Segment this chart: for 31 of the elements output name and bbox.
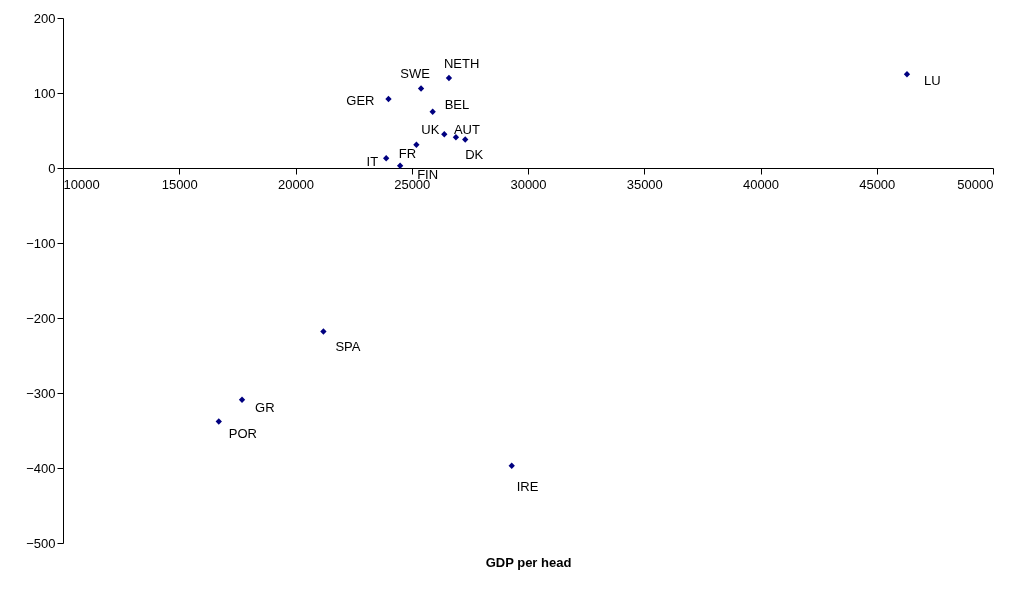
y-tick-label: 0 bbox=[48, 160, 56, 176]
x-axis-title: GDP per head bbox=[485, 554, 572, 570]
y-tick-label: −100 bbox=[26, 235, 56, 251]
x-tick-label: 40000 bbox=[742, 176, 780, 192]
y-tick-label: −200 bbox=[26, 310, 56, 326]
y-tick-label: −500 bbox=[26, 535, 56, 551]
annotation: AUT bbox=[453, 122, 480, 138]
x-tick-label: 50000 bbox=[957, 176, 994, 192]
annotation: SPA bbox=[335, 338, 361, 354]
annotation: IT bbox=[366, 154, 379, 170]
y-tick-label: −300 bbox=[26, 385, 56, 401]
x-tick-label: 45000 bbox=[859, 176, 896, 192]
annotation: BEL bbox=[444, 96, 470, 112]
annotation: IRE bbox=[516, 478, 539, 494]
y-tick-label: 100 bbox=[33, 85, 56, 101]
annotation: FR bbox=[398, 145, 417, 161]
annotation: DK bbox=[465, 146, 484, 162]
annotation: SWE bbox=[400, 65, 431, 81]
x-tick-label: 20000 bbox=[277, 176, 315, 192]
annotation: LU bbox=[923, 73, 941, 89]
x-tick-label: 30000 bbox=[510, 176, 547, 192]
y-tick-label: 200 bbox=[33, 10, 56, 26]
annotation: GR bbox=[255, 399, 275, 415]
y-tick-label: −400 bbox=[26, 460, 56, 476]
annotation: POR bbox=[228, 425, 257, 441]
annotation: UK bbox=[421, 122, 440, 138]
x-tick-label: 10000 bbox=[63, 176, 100, 192]
annotation: NETH bbox=[443, 56, 480, 71]
x-tick-label: 35000 bbox=[626, 176, 663, 192]
annotation: GER bbox=[346, 93, 375, 108]
x-tick-label: 15000 bbox=[161, 176, 198, 192]
